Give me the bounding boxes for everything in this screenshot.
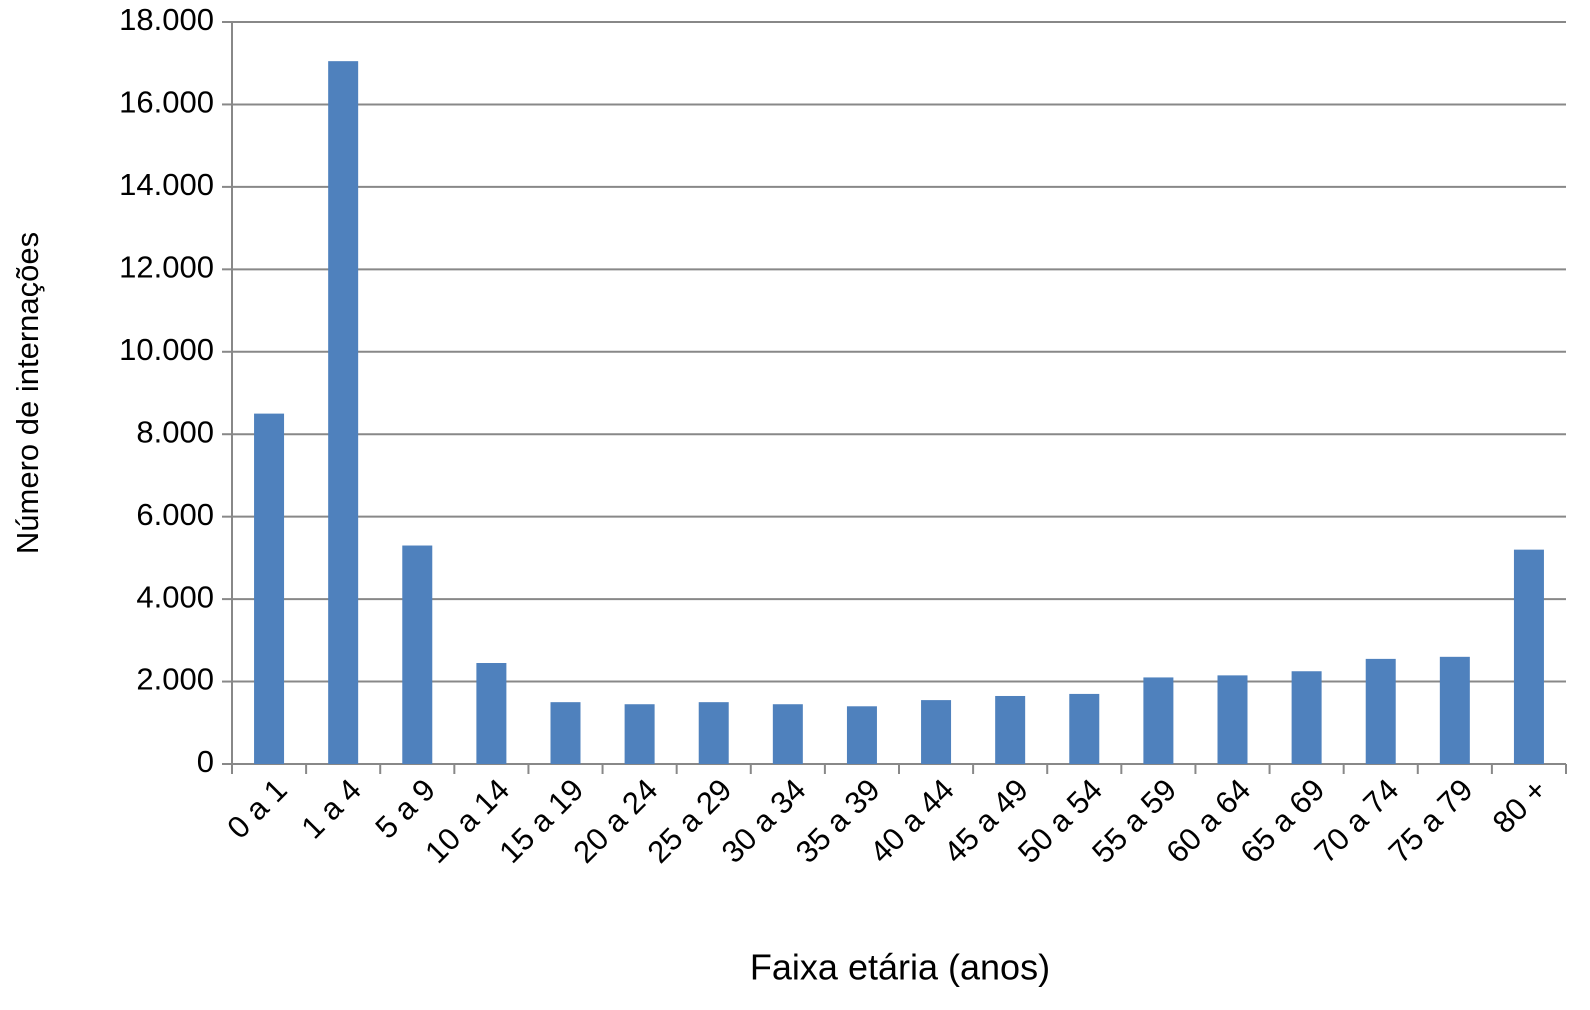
bar [328,61,359,764]
bar [1291,671,1322,764]
y-tick-label: 6.000 [136,497,214,532]
bar [1513,549,1544,764]
bar [624,704,655,764]
bar [995,695,1026,764]
bar [1365,658,1396,764]
y-tick-label: 4.000 [136,579,214,614]
y-tick-label: 10.000 [119,332,214,367]
y-tick-label: 18.000 [119,2,214,37]
bar [1217,675,1248,764]
x-tick-label: 0 a 1 [220,772,294,846]
bar [476,663,507,764]
bar [254,413,285,764]
bar [772,704,803,764]
y-tick-label: 2.000 [136,662,214,697]
y-tick-label: 16.000 [119,85,214,120]
x-axis-title: Faixa etária (anos) [750,947,1050,988]
y-tick-label: 0 [197,744,214,779]
bar [1143,677,1174,764]
bar [1439,656,1470,764]
y-tick-label: 8.000 [136,414,214,449]
bar [402,545,433,764]
y-axis-title: Número de internações [10,232,45,554]
y-tick-label: 12.000 [119,250,214,285]
bar [550,702,581,764]
x-tick-label: 80 + [1486,772,1554,840]
x-tick-label: 75 a 79 [1382,772,1480,870]
bar [921,700,952,764]
bar [1069,693,1100,764]
bar [698,702,729,764]
x-tick-label: 1 a 4 [294,772,368,846]
y-tick-label: 14.000 [119,167,214,202]
bar [846,706,877,764]
